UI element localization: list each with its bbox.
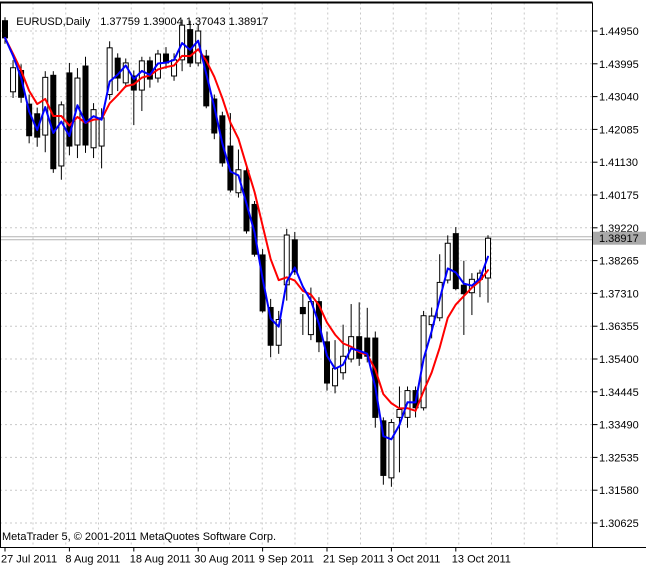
candle-bearish: [114, 57, 121, 79]
price-axis-label: 1.31580: [599, 485, 639, 497]
date-axis-label: 13 Oct 2011: [452, 554, 511, 566]
candle-bullish: [98, 117, 105, 147]
price-axis-label: 1.38265: [599, 256, 639, 268]
price-axis-label: 1.43995: [599, 59, 639, 71]
price-axis-label: 1.36355: [599, 321, 639, 333]
candle-bearish: [50, 74, 57, 170]
candle-bearish: [66, 72, 73, 147]
candle-bullish: [90, 109, 97, 149]
metaquotes-watermark: MetaTrader 5, © 2001-2011 MetaQuotes Sof…: [2, 531, 277, 543]
candle-bullish: [388, 422, 395, 479]
candle-bearish: [267, 306, 274, 346]
price-axis-label: 1.41130: [599, 157, 638, 169]
symbol-timeframe-label: EURUSD,Daily: [16, 16, 91, 28]
candle-bullish: [58, 104, 65, 167]
price-axis-label: 1.37310: [599, 288, 639, 300]
bid-price-tag: [593, 231, 646, 245]
price-axis-label: 1.33490: [599, 420, 639, 432]
candle-bullish: [106, 47, 113, 96]
candle-bearish: [299, 306, 306, 315]
date-axis-label: 9 Sep 2011: [259, 554, 314, 566]
price-axis-label: 1.42085: [599, 124, 639, 136]
candle-bullish: [332, 367, 339, 387]
date-axis-label: 21 Sep 2011: [323, 554, 385, 566]
candle-bullish: [275, 319, 282, 346]
date-axis-label: 8 Aug 2011: [65, 554, 120, 566]
candle-bullish: [10, 67, 17, 93]
bid-price-tag-label: 1.38917: [599, 233, 639, 245]
date-axis-label: 27 Jul 2011: [1, 554, 57, 566]
price-axis-label: 1.30625: [599, 518, 639, 530]
price-axis-label: 1.32535: [599, 452, 639, 464]
date-axis-label: 18 Aug 2011: [130, 554, 191, 566]
chart-header: EURUSD,Daily 1.37759 1.39004 1.37043 1.38…: [4, 4, 268, 40]
candle-bearish: [460, 284, 467, 295]
date-axis-label: 3 Oct 2011: [387, 554, 440, 566]
price-axis-label: 1.35400: [599, 354, 639, 366]
candle-bullish: [122, 62, 129, 84]
ohlc-readout: 1.37759 1.39004 1.37043 1.38917: [100, 16, 269, 28]
candle-bearish: [82, 65, 89, 146]
candle-bearish: [324, 341, 330, 384]
price-axis-label: 1.43040: [599, 92, 639, 104]
candle-bullish: [444, 242, 451, 281]
candle-bearish: [26, 103, 33, 137]
candle-bullish: [396, 408, 403, 418]
ma-fast-line: [4, 36, 489, 441]
candle-bearish: [291, 239, 298, 273]
candle-bearish: [356, 336, 363, 359]
price-axis-label: 1.34445: [599, 387, 639, 399]
price-axis-label: 1.44950: [599, 26, 639, 38]
candle-bearish: [380, 420, 387, 476]
candle-bullish: [138, 60, 145, 91]
price-axis-label: 1.40175: [599, 190, 639, 202]
candle-bearish: [452, 233, 459, 290]
date-axis-label: 30 Aug 2011: [194, 554, 255, 566]
